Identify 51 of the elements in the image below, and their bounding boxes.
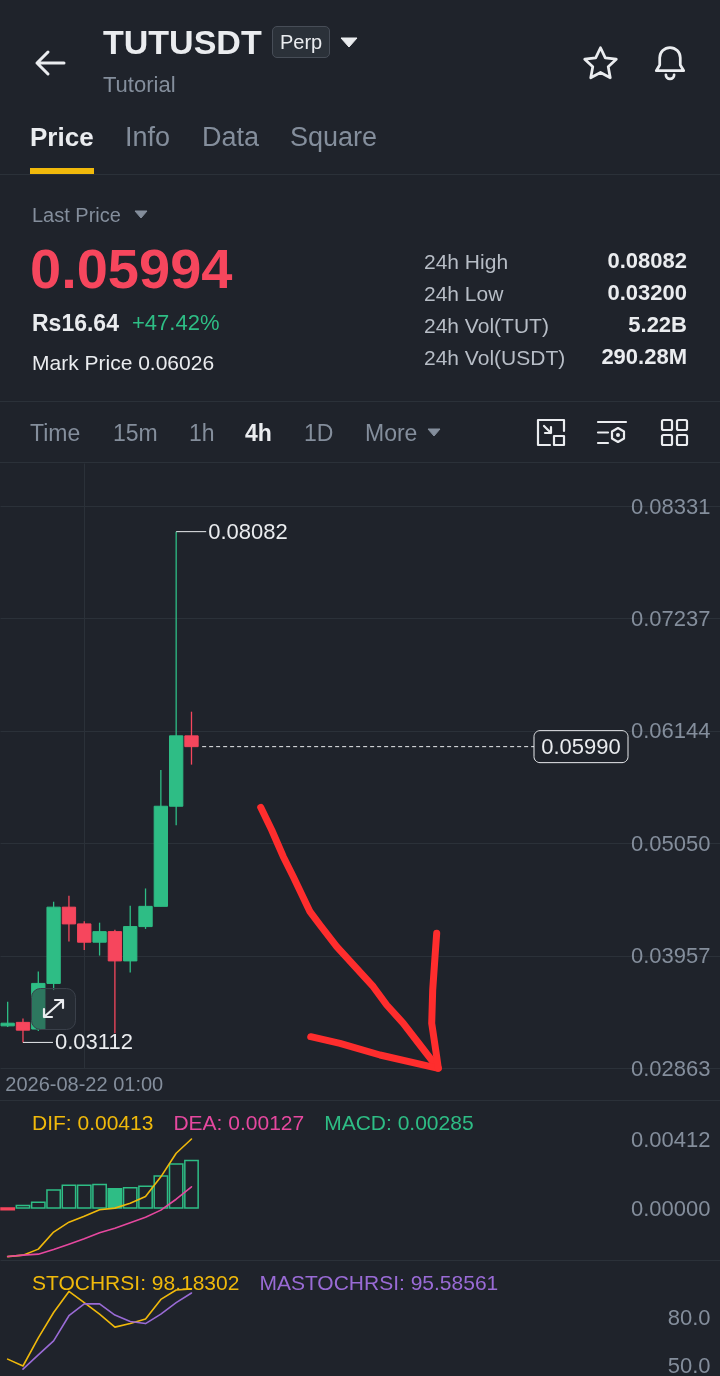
text: 1D [304,419,334,447]
text: Last Price [32,203,121,227]
y-tick-label: 0.00000 [630,1195,711,1221]
text: 0.05994 [30,235,233,302]
series-label: STOCHRSI: 98.18302 [32,1271,240,1294]
x-tick-label: 2026-08-22 01:00 [5,1072,164,1095]
y-tick-label: 0.00412 [630,1126,711,1152]
y-tick-label: 0.03957 [630,943,711,969]
text: MACD: 0.00285 [324,1111,474,1134]
candlestick [92,922,107,957]
line-series [22,1292,193,1370]
text: DEA: 0.00127 [173,1111,305,1134]
text: Price [30,121,94,153]
text: Square [290,121,378,153]
text: +47.42% [132,310,220,336]
text: Tutorial [103,72,176,98]
badge: Perp [272,26,331,58]
text: Mark Price 0.06026 [32,349,215,375]
text: 5.22B [628,312,687,338]
text: Data [202,121,260,153]
text: TUTUSDT [103,21,262,63]
y-tick-label: 0.06144 [630,718,711,744]
candlestick [15,1017,31,1044]
text: 0.08082 [607,248,687,274]
text: Rs16.64 [32,309,119,337]
y-tick-label: 0.02863 [630,1055,711,1081]
series-label: DIF: 0.00413 [32,1111,154,1134]
text: 24h Vol(USDT) [424,344,566,370]
text: 24h High [424,248,509,274]
candlestick [0,1001,15,1028]
text: Time [30,419,81,447]
line-series [6,1186,193,1258]
ref-line-label: 0.05990 [541,733,621,759]
text: 1h [189,419,215,447]
annotation: 0.03112 [54,1029,133,1055]
y-tick-label: 0.07237 [630,605,711,631]
text: 24h Low [424,280,504,306]
text: MASTOCHRSI: 95.58561 [259,1271,499,1294]
y-tick-label: 50.0 [667,1353,711,1376]
text: More [365,419,418,447]
y-tick-label: 0.08331 [630,493,711,519]
annotation: 0.08082 [208,518,288,544]
text: 0.03200 [607,280,687,306]
text: 24h Vol(TUT) [424,312,549,338]
y-tick-label: 0.05050 [630,830,711,856]
candlestick [184,711,199,766]
text: 15m [113,419,158,447]
text: Info [125,121,171,153]
text: 290.28M [601,344,687,370]
y-tick-label: 80.0 [667,1305,711,1331]
text: 4h [245,419,272,447]
